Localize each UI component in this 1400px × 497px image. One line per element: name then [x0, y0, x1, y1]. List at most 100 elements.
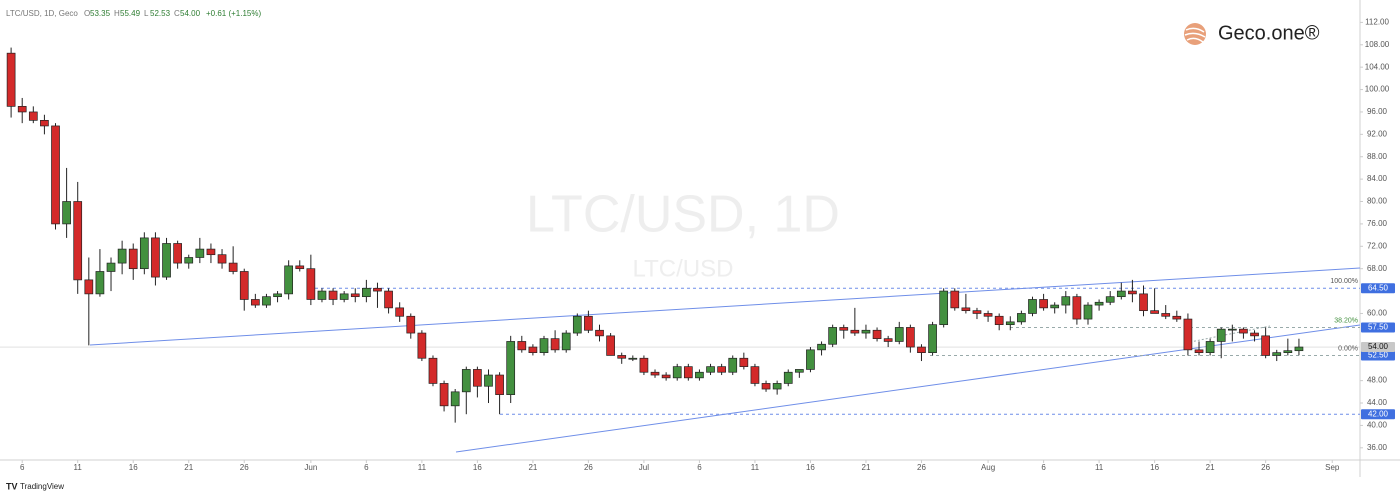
- x-tick-label: Jul: [639, 463, 649, 472]
- x-tick-label: 11: [418, 463, 427, 472]
- candle-body: [961, 307, 971, 312]
- candle-body: [883, 338, 893, 342]
- candle-body: [817, 343, 826, 351]
- candle-body: [1061, 296, 1071, 306]
- y-tick-label: 96.00: [1367, 107, 1388, 116]
- candle-body: [1216, 328, 1226, 342]
- candle-body: [506, 341, 516, 395]
- candle-body: [839, 327, 849, 331]
- candle-body: [695, 371, 704, 379]
- candle-body: [206, 248, 216, 256]
- candle-body: [473, 369, 482, 387]
- x-tick-label: 21: [862, 463, 871, 472]
- ohlc-value: 55.49: [120, 9, 141, 18]
- candle-body: [262, 296, 271, 306]
- y-tick-label: 104.00: [1365, 62, 1390, 71]
- candle-body: [994, 315, 1004, 326]
- candle-body: [484, 374, 493, 387]
- candle-body: [728, 357, 738, 373]
- plot-area: 36.00 40.00 44.00 48.00 60.00 68.00 72.00 76.00…: [0, 17, 1395, 472]
- candle-body: [1172, 315, 1182, 320]
- candle-body: [1250, 332, 1259, 337]
- candle-body: [1272, 352, 1282, 356]
- candle-body: [95, 271, 105, 295]
- candle-body: [517, 341, 527, 351]
- candle-body: [1283, 350, 1293, 353]
- candle-body: [1139, 293, 1148, 312]
- ohlc-value: 52.53: [150, 9, 171, 18]
- logo: Geco.one®: [1184, 22, 1320, 45]
- candle-body: [983, 313, 993, 317]
- y-tick-label: 84.00: [1367, 174, 1388, 183]
- candle-body: [761, 383, 771, 390]
- candle-body: [317, 290, 327, 300]
- x-tick-label: 11: [1095, 463, 1104, 472]
- header-symbol: LTC/USD, 1D, Geco: [6, 9, 78, 18]
- fib-label: 38.20%: [1334, 317, 1358, 324]
- watermark-subtitle: LTC/USD: [633, 255, 734, 282]
- candle-body: [151, 237, 160, 278]
- x-tick-label: 16: [806, 463, 815, 472]
- price-level-box: [1361, 322, 1395, 333]
- candle-body: [550, 338, 560, 351]
- candle-body: [906, 327, 915, 348]
- candle-body: [861, 329, 871, 334]
- y-tick-label: 92.00: [1367, 129, 1388, 138]
- candle-body: [1116, 290, 1126, 298]
- x-tick-label: 16: [1150, 463, 1159, 472]
- candle-body: [173, 243, 182, 264]
- candle-body: [739, 357, 749, 367]
- logo-icon-lines: [1184, 27, 1206, 43]
- header-ohlc: O 53.35 H 55.49 L 52.53 C 54.00 +0.61 (+1.15%): [84, 9, 261, 18]
- x-tick-label: 26: [1261, 463, 1270, 472]
- candle-body: [872, 329, 882, 340]
- y-tick-label: 60.00: [1367, 309, 1388, 318]
- footer-icon: TV: [6, 481, 18, 491]
- x-tick-label: 6: [1041, 463, 1046, 472]
- candle-body: [73, 201, 83, 281]
- y-tick-label: 40.00: [1367, 421, 1388, 430]
- y-tick-label: 36.00: [1367, 443, 1388, 452]
- candle-body: [1150, 310, 1159, 314]
- candle-body: [195, 248, 205, 258]
- price-level-label: 57.50: [1368, 323, 1389, 332]
- y-tick-label: 68.00: [1367, 264, 1388, 273]
- candle-body: [439, 383, 449, 407]
- candle-body: [1083, 304, 1093, 320]
- x-tick-label: 6: [364, 463, 369, 472]
- candle-body: [750, 366, 760, 384]
- candle-body: [783, 371, 793, 384]
- x-tick-label: 16: [129, 463, 138, 472]
- trend-line: [89, 267, 1361, 346]
- ohlc-change: +0.61 (+1.15%): [206, 9, 261, 18]
- y-tick-label: 108.00: [1365, 40, 1390, 49]
- footer: TV TradingView: [6, 481, 64, 491]
- candle-body: [1294, 346, 1304, 352]
- ohlc-label: H: [114, 9, 120, 18]
- candle-body: [461, 369, 471, 393]
- x-tick-label: 21: [528, 463, 537, 472]
- candle-body: [683, 366, 693, 379]
- candle-body: [128, 248, 138, 270]
- candle-body: [617, 355, 627, 359]
- price-level-label: 64.50: [1368, 283, 1389, 292]
- y-tick-label: 100.00: [1365, 85, 1390, 94]
- candle-body: [539, 338, 549, 353]
- x-tick-label: 26: [584, 463, 593, 472]
- candle-body: [1094, 301, 1104, 306]
- candle-body: [328, 290, 338, 300]
- candle-body: [406, 315, 416, 334]
- logo-text: Geco.one®: [1218, 22, 1320, 44]
- candle-body: [217, 254, 227, 264]
- candle-body: [17, 106, 27, 113]
- candle-body: [450, 391, 460, 407]
- fib-label: 0.00%: [1338, 345, 1358, 352]
- candle-body: [84, 279, 94, 295]
- y-tick-label: 88.00: [1367, 152, 1388, 161]
- y-tick-label: 76.00: [1367, 219, 1388, 228]
- candle-body: [1017, 313, 1026, 323]
- candle-body: [6, 52, 16, 107]
- y-tick-label: 48.00: [1367, 376, 1388, 385]
